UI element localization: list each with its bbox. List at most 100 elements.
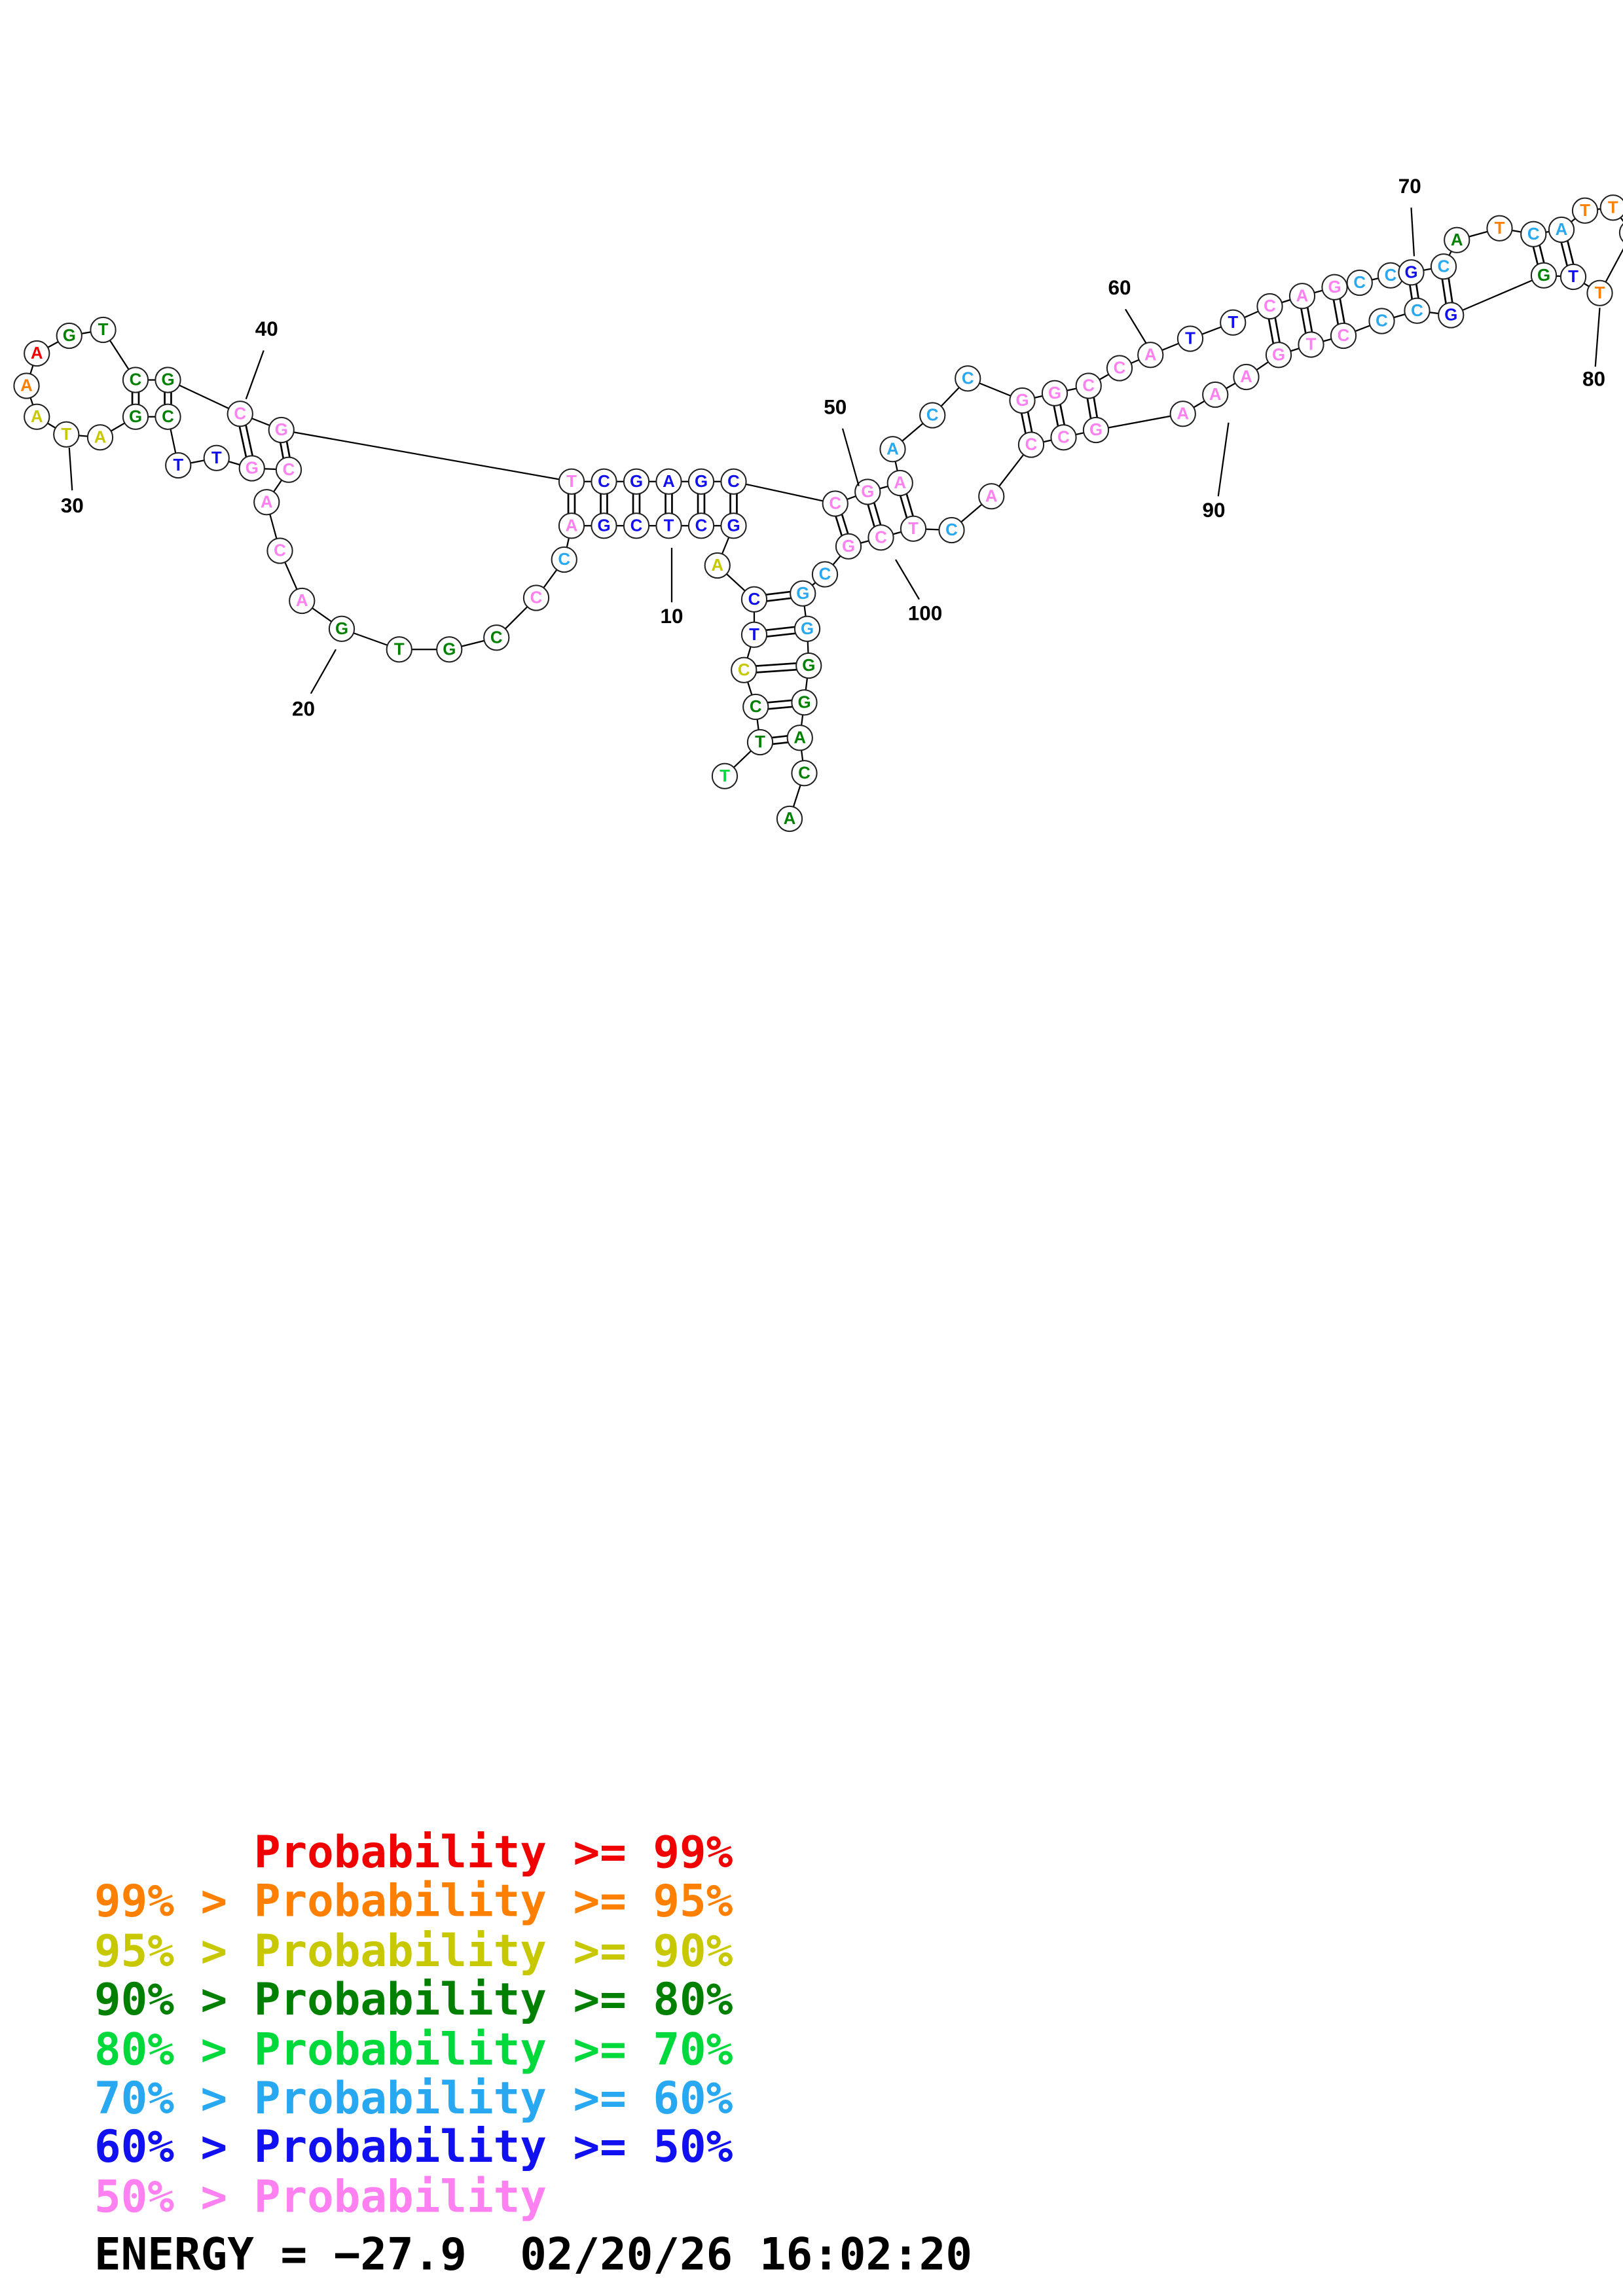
nucleotide-letter: G [63, 327, 76, 345]
nucleotide-letter: T [1495, 219, 1505, 238]
nucleotide-letter: G [1444, 306, 1457, 325]
backbone-line [168, 379, 241, 415]
nucleotide: G [1530, 262, 1558, 289]
nucleotide-letter: C [1411, 302, 1423, 320]
nucleotide-letter: C [490, 628, 503, 647]
position-label: 30 [61, 493, 84, 517]
nucleotide: C [227, 401, 253, 427]
nucleotide: C [551, 546, 577, 573]
nucleotide: C [742, 693, 769, 721]
nucleotide-letter: G [802, 656, 815, 675]
nucleotide: C [1404, 297, 1431, 324]
nucleotide: G [795, 652, 822, 679]
nucleotide: C [623, 512, 650, 539]
nucleotide: C [867, 524, 894, 551]
nucleotide-letter: C [558, 550, 570, 569]
nucleotide-letter: C [727, 473, 740, 491]
nucleotide: G [591, 512, 617, 539]
nucleotide-letter: C [875, 528, 887, 547]
nucleotide-letter: C [748, 590, 761, 609]
nucleotide: G [1618, 223, 1623, 242]
label-leader-line [245, 350, 264, 400]
nucleotide: A [704, 552, 731, 579]
nucleotide-letter: T [394, 640, 405, 658]
nucleotide-letter: T [98, 321, 109, 339]
position-label: 70 [1398, 174, 1421, 198]
nucleotide-letter: A [1209, 386, 1222, 404]
nucleotide-letter: G [1015, 391, 1029, 410]
position-label: 80 [1582, 367, 1605, 391]
nucleotide: T [165, 452, 192, 479]
nucleotide-letter: C [695, 516, 708, 535]
nucleotide-letter: A [793, 728, 806, 747]
nucleotide: A [655, 468, 682, 495]
nucleotide: G [623, 468, 650, 495]
nucleotide: A [24, 403, 50, 430]
nucleotide-letter: G [161, 371, 174, 389]
nucleotide-letter: G [695, 473, 708, 491]
nucleotide-letter: G [335, 620, 348, 638]
position-label: 90 [1202, 498, 1225, 522]
nucleotide-letter: T [1580, 202, 1590, 220]
nucleotide-letter: A [31, 344, 43, 363]
nucleotide-letter: T [1568, 268, 1578, 286]
nucleotide-letter: G [861, 483, 874, 501]
nucleotide: T [1599, 194, 1623, 221]
nucleotide: C [822, 490, 848, 517]
nucleotide: A [1169, 401, 1196, 427]
position-label: 50 [824, 395, 847, 418]
nucleotide: C [1520, 221, 1547, 247]
nucleotide-letter: C [1082, 377, 1095, 395]
nucleotide-letter: G [1537, 266, 1550, 285]
nucleotide: T [203, 444, 230, 471]
nucleotide: C [1256, 293, 1283, 320]
nucleotide: C [1346, 269, 1373, 296]
nucleotide-letter: C [738, 661, 750, 679]
nucleotide-letter: C [829, 495, 841, 513]
nucleotide-letter: C [630, 516, 643, 535]
nucleotide: C [1430, 253, 1457, 280]
nucleotide-letter: T [1228, 314, 1238, 332]
nucleotide-letter: T [1185, 330, 1195, 348]
nucleotide-letter: A [1144, 346, 1157, 364]
nucleotide-letter: A [1451, 231, 1463, 249]
nucleotide-letter: C [283, 461, 295, 479]
nucleotide: C [522, 584, 550, 611]
nucleotide: G [1321, 274, 1348, 300]
legend-line: 70% > Probability >= 60% [94, 2073, 733, 2125]
nucleotide-letter: C [750, 698, 762, 716]
nucleotide-letter: T [566, 473, 577, 491]
position-label: 100 [908, 601, 943, 624]
nucleotide: A [1444, 226, 1470, 253]
backbone-line [733, 480, 835, 505]
nucleotide-letter: C [130, 371, 142, 389]
nucleotide-letter: A [566, 516, 578, 535]
nucleotide: G [1398, 259, 1425, 286]
nucleotide-letter: G [1048, 384, 1061, 403]
legend-line: 60% > Probability >= 50% [94, 2123, 733, 2174]
nucleotide: G [1082, 416, 1110, 444]
nucleotide: T [1220, 309, 1247, 336]
nucleotide: G [238, 455, 265, 482]
nucleotide: C [1106, 355, 1133, 382]
label-leader-line [68, 447, 73, 491]
nucleotide-letter: G [246, 459, 259, 478]
label-leader-line [895, 559, 920, 600]
legend-line: 80% > Probability >= 70% [94, 2024, 733, 2076]
nucleotide-letter: C [1385, 266, 1397, 285]
nucleotide: T [1486, 215, 1513, 242]
nucleotide-letter: G [727, 516, 740, 535]
nucleotide-letter: A [20, 377, 33, 395]
nucleotide-letter: A [1176, 404, 1189, 423]
nucleotide: G [1438, 302, 1465, 329]
nucleotide: T [1176, 325, 1204, 352]
nucleotide: G [56, 322, 82, 350]
nucleotide: G [268, 416, 295, 444]
nucleotide-letter: G [842, 537, 855, 556]
nucleotide: A [879, 436, 906, 463]
nucleotide-letter: T [749, 626, 759, 644]
nucleotide: G [854, 478, 881, 505]
nucleotide: G [835, 533, 862, 560]
